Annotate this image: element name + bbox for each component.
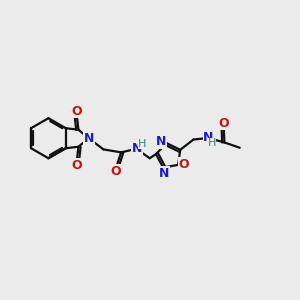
Text: N: N: [156, 136, 166, 148]
Text: O: O: [72, 159, 82, 172]
Text: O: O: [111, 165, 122, 178]
Text: O: O: [178, 158, 189, 171]
Text: H: H: [208, 138, 216, 148]
Text: O: O: [218, 117, 229, 130]
Text: N: N: [84, 132, 94, 145]
Text: N: N: [131, 142, 142, 155]
Text: H: H: [138, 139, 146, 149]
Text: N: N: [203, 131, 214, 144]
Text: O: O: [72, 105, 82, 118]
Text: N: N: [158, 167, 169, 180]
